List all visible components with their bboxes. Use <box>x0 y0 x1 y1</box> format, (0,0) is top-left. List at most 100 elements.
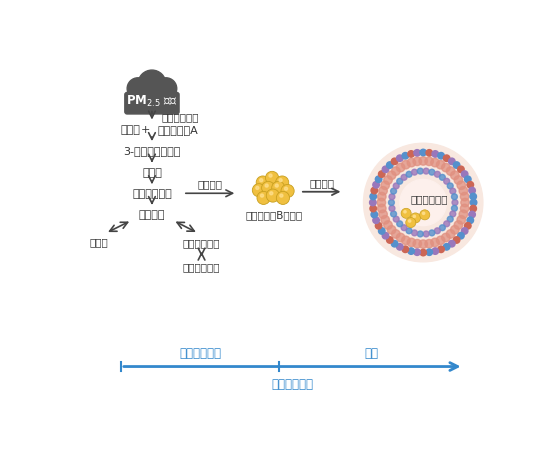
Circle shape <box>459 211 467 219</box>
Text: 乳糖神经酰胺: 乳糖神经酰胺 <box>183 262 220 272</box>
Circle shape <box>375 223 382 230</box>
Circle shape <box>419 157 428 166</box>
Circle shape <box>396 234 405 242</box>
Text: 棕榈酰辅鉦A: 棕榈酰辅鉦A <box>157 125 198 134</box>
Text: 动脉粥样硬化: 动脉粥样硬化 <box>411 194 448 204</box>
Circle shape <box>469 188 476 194</box>
Circle shape <box>381 216 389 225</box>
Circle shape <box>423 232 429 238</box>
Circle shape <box>423 213 425 215</box>
Circle shape <box>460 205 469 213</box>
Circle shape <box>431 238 439 247</box>
Text: 鳞磷脂: 鳞磷脂 <box>90 237 109 246</box>
Circle shape <box>417 169 423 175</box>
Text: 短期、中短期: 短期、中短期 <box>179 346 221 359</box>
Circle shape <box>393 217 399 223</box>
Circle shape <box>447 183 453 189</box>
Circle shape <box>389 194 395 200</box>
Circle shape <box>411 213 420 224</box>
Text: PM$_{2.5}$ 暴露: PM$_{2.5}$ 暴露 <box>126 94 178 109</box>
Circle shape <box>155 79 177 100</box>
Circle shape <box>414 150 420 157</box>
Circle shape <box>406 172 412 178</box>
Circle shape <box>402 247 408 253</box>
Text: 增大风险: 增大风险 <box>309 178 334 188</box>
Circle shape <box>406 228 412 234</box>
Circle shape <box>429 170 435 175</box>
Circle shape <box>461 228 468 235</box>
Circle shape <box>408 151 414 158</box>
Circle shape <box>444 221 449 227</box>
Circle shape <box>280 194 283 198</box>
Circle shape <box>401 161 410 169</box>
Circle shape <box>442 164 450 172</box>
Text: 丝氨酸: 丝氨酸 <box>121 125 141 134</box>
Text: 暴露时间窗口: 暴露时间窗口 <box>271 377 313 390</box>
Text: 长期: 长期 <box>364 346 378 359</box>
Circle shape <box>452 194 458 200</box>
Circle shape <box>440 175 446 181</box>
Circle shape <box>379 187 387 196</box>
Circle shape <box>435 172 440 178</box>
Circle shape <box>419 240 428 249</box>
Circle shape <box>426 150 432 157</box>
Circle shape <box>425 158 434 166</box>
Circle shape <box>450 172 459 180</box>
Circle shape <box>377 193 386 201</box>
Circle shape <box>453 237 460 244</box>
Circle shape <box>390 189 396 194</box>
Circle shape <box>284 188 288 191</box>
Circle shape <box>420 250 426 256</box>
Circle shape <box>436 161 445 169</box>
Circle shape <box>452 200 458 206</box>
Circle shape <box>400 180 447 226</box>
Circle shape <box>444 179 449 185</box>
Circle shape <box>391 159 398 165</box>
Circle shape <box>391 230 400 238</box>
Circle shape <box>377 199 385 207</box>
Circle shape <box>396 244 403 250</box>
Circle shape <box>364 144 483 262</box>
Circle shape <box>467 218 473 224</box>
Circle shape <box>447 217 453 223</box>
Circle shape <box>146 83 170 108</box>
Circle shape <box>391 241 398 247</box>
Circle shape <box>438 153 444 160</box>
Circle shape <box>389 206 395 212</box>
Circle shape <box>384 176 392 185</box>
Text: 促进合成: 促进合成 <box>198 179 223 189</box>
Circle shape <box>373 182 379 188</box>
Circle shape <box>450 212 456 218</box>
Circle shape <box>375 177 382 183</box>
Circle shape <box>420 150 426 156</box>
Circle shape <box>387 237 393 244</box>
Circle shape <box>387 172 396 180</box>
Circle shape <box>454 221 462 230</box>
Circle shape <box>387 226 396 234</box>
FancyBboxPatch shape <box>125 93 179 115</box>
Circle shape <box>458 167 464 173</box>
Circle shape <box>370 206 376 213</box>
Circle shape <box>281 185 294 198</box>
Text: 促进鳞脂合成: 促进鳞脂合成 <box>161 112 199 122</box>
Circle shape <box>401 209 411 219</box>
Circle shape <box>470 200 477 206</box>
Circle shape <box>402 153 408 160</box>
Circle shape <box>443 244 450 250</box>
Circle shape <box>465 223 471 230</box>
Circle shape <box>420 210 430 220</box>
Circle shape <box>269 175 272 178</box>
Circle shape <box>453 163 460 169</box>
Circle shape <box>275 185 278 188</box>
Circle shape <box>450 189 456 194</box>
Circle shape <box>262 182 275 195</box>
Circle shape <box>449 241 455 247</box>
Circle shape <box>431 159 439 168</box>
Circle shape <box>138 71 166 99</box>
Circle shape <box>446 168 455 176</box>
Circle shape <box>440 225 446 231</box>
Circle shape <box>454 176 462 185</box>
Circle shape <box>435 228 440 234</box>
Circle shape <box>272 182 285 195</box>
Circle shape <box>265 172 278 185</box>
